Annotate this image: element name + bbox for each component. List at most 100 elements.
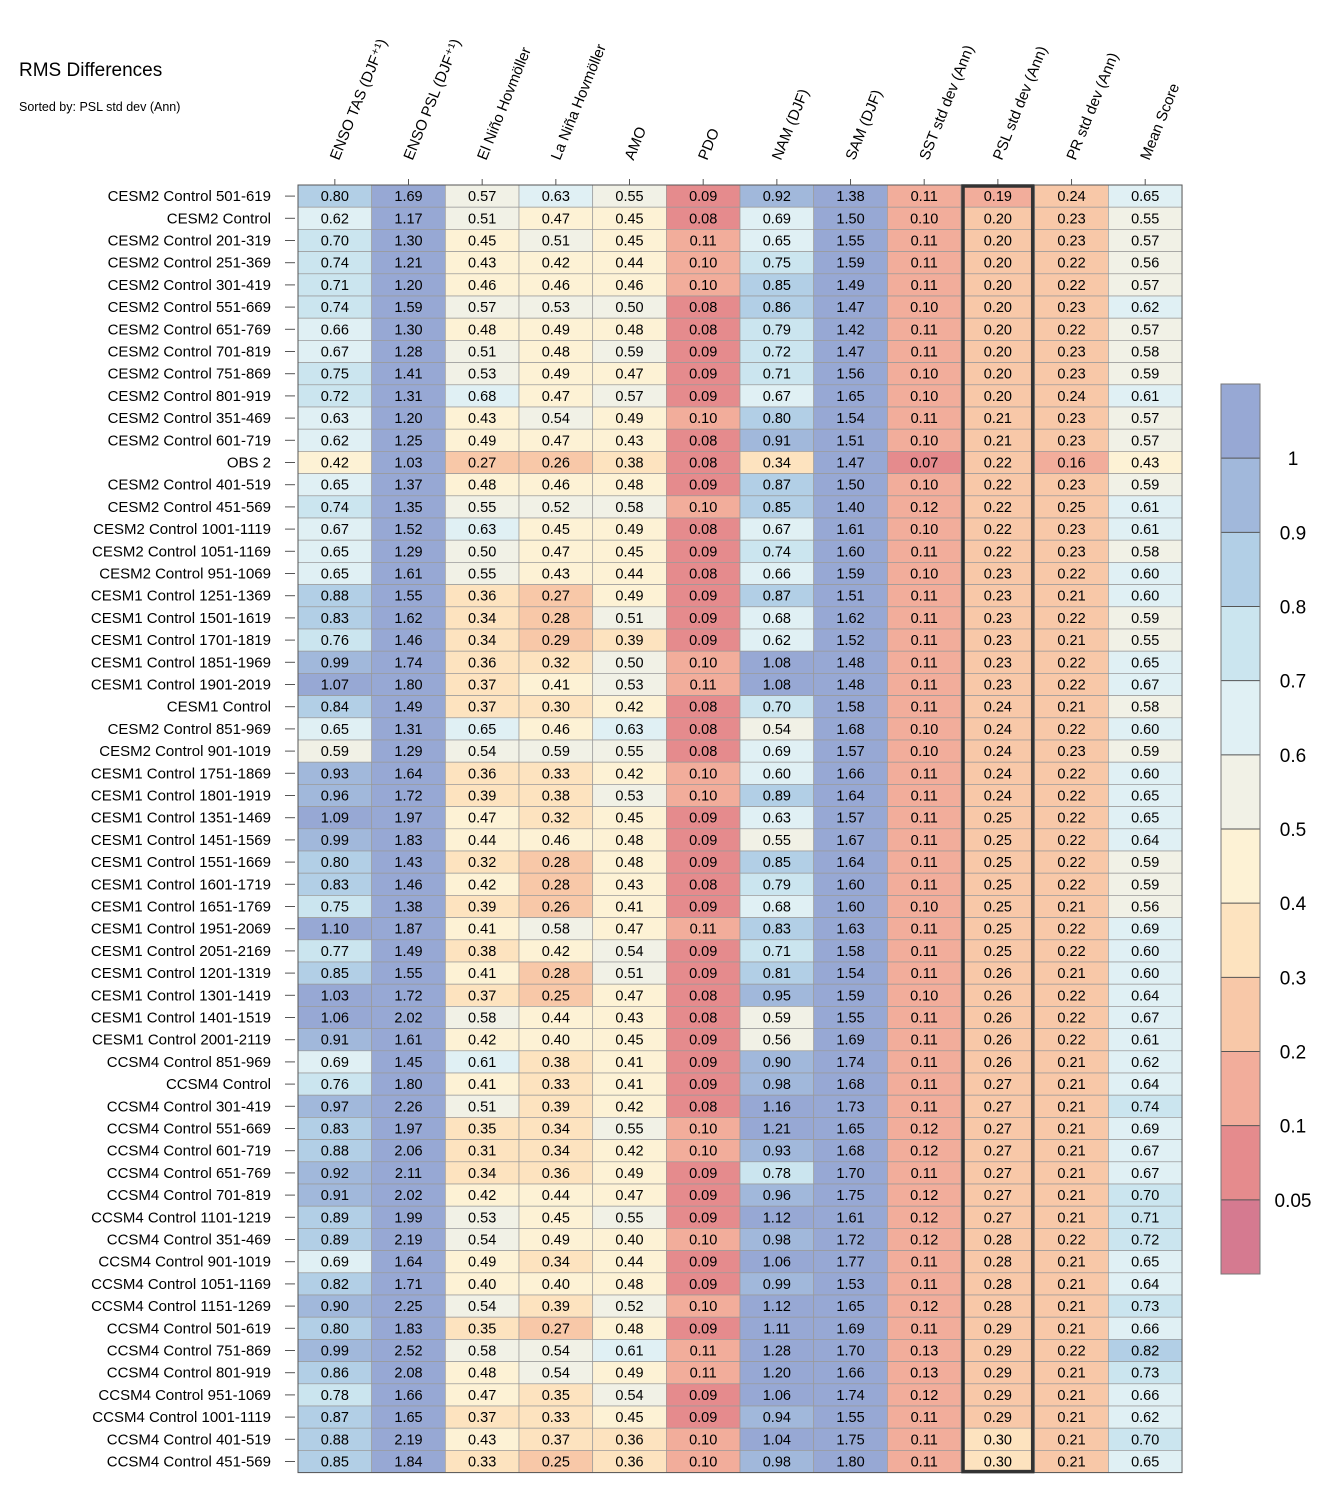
cell-value: 1.97	[394, 1122, 422, 1138]
cell-value: 0.47	[615, 1188, 643, 1204]
cell-value: 0.95	[763, 988, 791, 1004]
cell-value: 0.09	[689, 478, 717, 494]
colorbar-tick-label: 0.9	[1280, 523, 1306, 544]
row-label: CESM2 Control 901-1019	[99, 743, 271, 760]
cell-value: 0.67	[763, 389, 791, 405]
colorbar-tick-label: 0.1	[1280, 1117, 1306, 1138]
cell-value: 0.60	[1131, 722, 1159, 738]
cell-value: 0.56	[763, 1033, 791, 1049]
cell-value: 2.26	[394, 1099, 422, 1115]
cell-value: 0.36	[615, 1432, 643, 1448]
cell-value: 0.39	[542, 1099, 570, 1115]
cell-value: 0.22	[1057, 256, 1085, 272]
cell-value: 0.24	[984, 744, 1012, 760]
cell-value: 0.58	[1131, 700, 1159, 716]
cell-value: 0.65	[321, 722, 349, 738]
cell-value: 0.11	[911, 278, 938, 294]
cell-value: 0.65	[1131, 189, 1159, 205]
cell-value: 0.68	[763, 900, 791, 916]
cell-value: 0.45	[615, 811, 643, 827]
cell-value: 1.52	[394, 522, 422, 538]
cell-value: 0.12	[910, 1388, 938, 1404]
cell-value: 0.11	[911, 1033, 938, 1049]
cell-value: 0.70	[1131, 1432, 1159, 1448]
cell-value: 0.26	[984, 1011, 1012, 1027]
cell-value: 0.46	[615, 278, 643, 294]
cell-value: 1.55	[836, 1011, 864, 1027]
cell-value: 0.45	[615, 211, 643, 227]
cell-value: 0.10	[689, 789, 717, 805]
cell-value: 0.53	[468, 367, 496, 383]
cell-value: 0.42	[468, 877, 496, 893]
cell-value: 0.41	[615, 1055, 643, 1071]
cell-value: 0.78	[321, 1388, 349, 1404]
cell-value: 0.65	[468, 722, 496, 738]
cell-value: 0.28	[984, 1277, 1012, 1293]
cell-value: 0.24	[984, 789, 1012, 805]
cell-value: 0.88	[321, 589, 349, 605]
cell-value: 0.26	[984, 966, 1012, 982]
cell-value: 0.10	[910, 567, 938, 583]
cell-value: 0.28	[984, 1299, 1012, 1315]
column-label: PR std dev (Ann)	[1063, 50, 1122, 162]
cell-value: 0.80	[321, 855, 349, 871]
cell-value: 0.71	[763, 367, 791, 383]
cell-value: 0.58	[615, 500, 643, 516]
cell-value: 0.55	[615, 1122, 643, 1138]
cell-value: 0.98	[763, 1455, 791, 1471]
cell-value: 0.26	[984, 1033, 1012, 1049]
cell-value: 1.31	[394, 389, 422, 405]
colorbar-segment	[1221, 829, 1260, 904]
cell-value: 2.25	[394, 1299, 422, 1315]
row-label: CCSM4 Control 551-669	[107, 1121, 271, 1138]
cell-value: 1.41	[394, 367, 422, 383]
cell-value: 0.91	[321, 1188, 349, 1204]
cell-value: 0.23	[1057, 211, 1085, 227]
cell-value: 0.08	[689, 522, 717, 538]
cell-value: 0.75	[321, 367, 349, 383]
cell-value: 0.09	[689, 944, 717, 960]
cell-value: 0.10	[689, 256, 717, 272]
cell-value: 0.50	[615, 300, 643, 316]
cell-value: 1.21	[394, 256, 422, 272]
cell-value: 1.75	[836, 1432, 864, 1448]
cell-value: 0.23	[984, 633, 1012, 649]
row-label: CESM2 Control 701-819	[108, 344, 271, 361]
cell-value: 1.30	[394, 322, 422, 338]
cell-value: 0.54	[763, 722, 791, 738]
cell-value: 0.11	[911, 611, 938, 627]
cell-value: 0.28	[984, 1255, 1012, 1271]
cell-value: 1.64	[836, 789, 864, 805]
cell-value: 1.59	[836, 256, 864, 272]
cell-value: 0.72	[763, 345, 791, 361]
cell-value: 0.48	[468, 322, 496, 338]
cell-value: 1.61	[394, 567, 422, 583]
cell-value: 0.79	[763, 322, 791, 338]
cell-value: 0.82	[321, 1277, 349, 1293]
cell-value: 0.63	[615, 722, 643, 738]
cell-value: 1.06	[763, 1388, 791, 1404]
cell-value: 0.92	[763, 189, 791, 205]
cell-value: 1.49	[836, 278, 864, 294]
cell-value: 1.52	[836, 633, 864, 649]
cell-value: 0.54	[542, 1366, 570, 1382]
cell-value: 0.49	[542, 322, 570, 338]
cell-value: 0.44	[542, 1188, 570, 1204]
row-label: CESM2 Control 201-319	[108, 233, 271, 250]
cell-value: 0.46	[542, 478, 570, 494]
cell-value: 0.70	[763, 700, 791, 716]
row-label: CESM1 Control 2001-2119	[92, 1032, 271, 1049]
cell-value: 0.11	[690, 1344, 717, 1360]
cell-value: 0.89	[321, 1233, 349, 1249]
cell-value: 0.21	[1057, 1099, 1085, 1115]
cell-value: 0.73	[1131, 1299, 1159, 1315]
cell-value: 0.11	[911, 1255, 938, 1271]
cell-value: 0.11	[911, 1321, 938, 1337]
cell-value: 0.21	[1057, 1144, 1085, 1160]
cell-value: 1.65	[836, 1122, 864, 1138]
cell-value: 0.59	[1131, 855, 1159, 871]
cell-value: 0.21	[984, 433, 1012, 449]
cell-value: 1.72	[836, 1233, 864, 1249]
cell-value: 0.23	[1057, 544, 1085, 560]
cell-value: 0.23	[1057, 478, 1085, 494]
